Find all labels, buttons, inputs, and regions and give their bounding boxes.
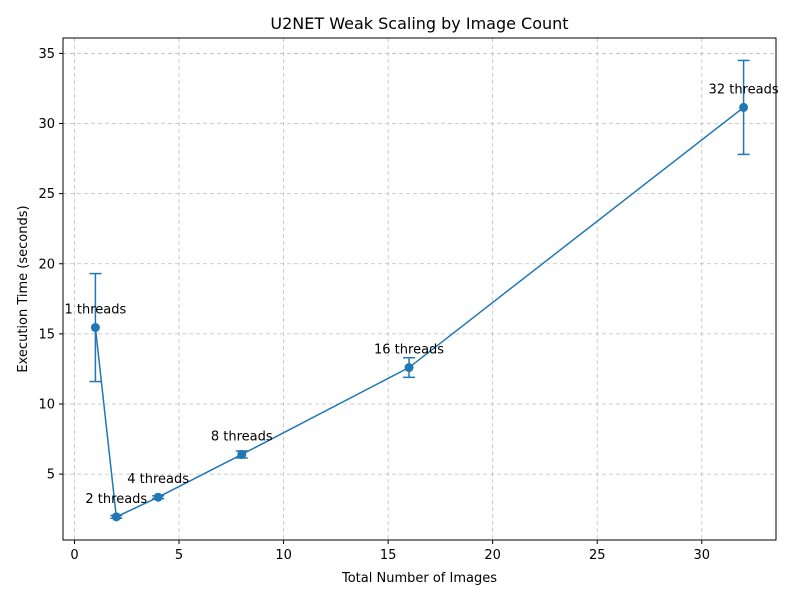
y-axis-title: Execution Time (seconds) <box>16 205 31 372</box>
x-tick-label: 15 <box>380 548 397 563</box>
data-point <box>237 449 247 459</box>
point-label: 1 threads <box>65 303 127 318</box>
series-time: 1 threads 2 threads 4 threads 8 threads 16 t… <box>65 59 779 522</box>
point-label: 8 threads <box>211 429 273 444</box>
x-tick-label: 10 <box>275 548 292 563</box>
point-label: 4 threads <box>127 472 189 487</box>
x-axis: 0 5 10 15 20 25 30 <box>70 540 710 563</box>
chart-title: U2NET Weak Scaling by Image Count <box>270 14 568 33</box>
x-tick-label: 0 <box>70 548 78 563</box>
x-tick-label: 5 <box>175 548 183 563</box>
series-line <box>94 106 745 518</box>
y-tick-label: 5 <box>47 468 55 483</box>
point-label: 32 threads <box>709 82 779 97</box>
data-point <box>111 512 121 522</box>
data-point <box>90 323 100 333</box>
x-tick-label: 30 <box>693 548 710 563</box>
y-tick-label: 35 <box>38 47 55 62</box>
y-tick-label: 20 <box>38 257 55 272</box>
y-tick-label: 25 <box>38 187 55 202</box>
data-point <box>404 363 414 373</box>
x-axis-title: Total Number of Images <box>341 571 497 586</box>
point-label: 2 threads <box>85 492 147 507</box>
grid <box>63 38 776 540</box>
x-tick-label: 20 <box>484 548 501 563</box>
y-tick-label: 15 <box>38 327 55 342</box>
data-point <box>739 102 749 112</box>
plot-area-frame <box>62 37 777 541</box>
y-axis: 5 10 15 20 25 30 35 <box>38 47 63 483</box>
y-tick-label: 10 <box>38 397 55 412</box>
x-tick-label: 25 <box>589 548 606 563</box>
y-tick-label: 30 <box>38 117 55 132</box>
point-label: 16 threads <box>374 343 444 358</box>
data-point <box>153 492 163 502</box>
